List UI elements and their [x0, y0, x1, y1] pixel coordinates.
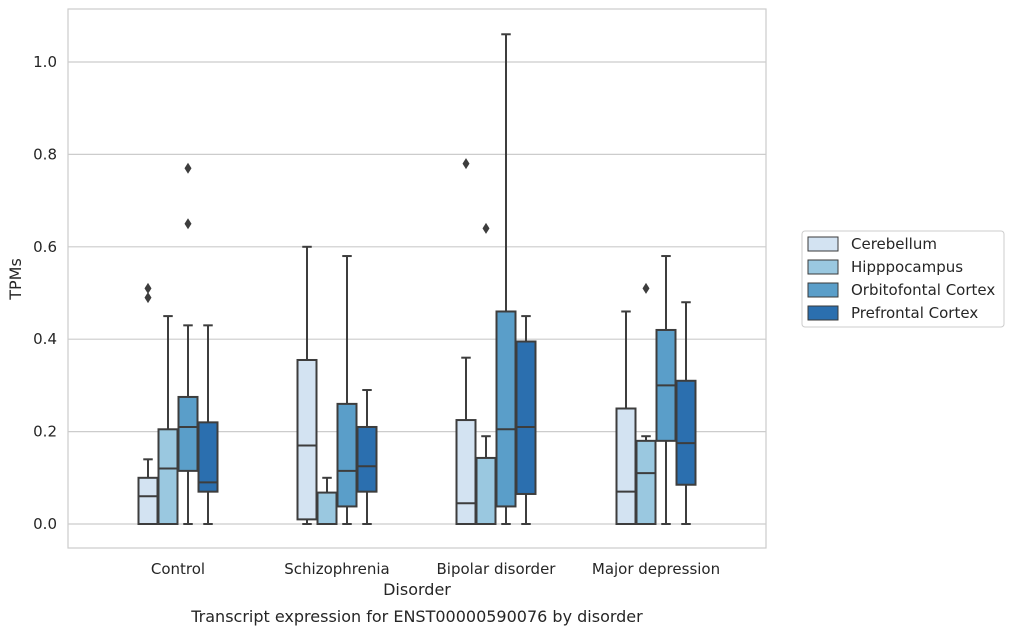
- legend-label-hippocampus: Hipppocampus: [851, 258, 963, 276]
- box-iqr: [296, 358, 318, 521]
- legend-label-cerebellum: Cerebellum: [851, 235, 937, 253]
- y-tick-label: 0.8: [33, 145, 57, 163]
- legend-label-orbitofrontal: Orbitofontal Cortex: [851, 281, 995, 299]
- y-tick-label: 0.2: [33, 423, 57, 441]
- x-axis-label: Disorder: [383, 580, 451, 599]
- outlier-point: [642, 282, 650, 294]
- outlier-point: [462, 158, 470, 170]
- box-hipppocampus-2: [475, 222, 497, 525]
- outlier-point: [144, 292, 152, 304]
- box-iqr: [675, 379, 697, 486]
- x-tick-label: Major depression: [592, 560, 720, 578]
- box-iqr: [316, 491, 338, 526]
- box-iqr: [475, 456, 497, 525]
- legend-frame: [801, 230, 1005, 328]
- legend-swatch-prefrontal: [807, 305, 839, 321]
- box-iqr: [455, 419, 477, 525]
- y-tick-labels: 0.0 0.2 0.4 0.6 0.8 1.0: [33, 53, 57, 533]
- box-iqr: [635, 439, 657, 525]
- y-tick-label: 0.6: [33, 238, 57, 256]
- legend-label-prefrontal: Prefrontal Cortex: [851, 304, 978, 322]
- box-iqr: [356, 425, 378, 493]
- x-tick-label: Bipolar disorder: [437, 560, 557, 578]
- outlier-point: [482, 222, 490, 234]
- box-prefrontal-cortex-0: [197, 324, 219, 525]
- box-prefrontal-cortex-1: [356, 389, 378, 525]
- outlier-point: [144, 282, 152, 294]
- box-hipppocampus-3: [635, 282, 657, 525]
- box-hipppocampus-0: [157, 315, 179, 526]
- outlier-point: [184, 218, 192, 230]
- box-iqr: [137, 476, 159, 525]
- box-prefrontal-cortex-2: [515, 315, 537, 525]
- box-orbitofontal-cortex-1: [336, 255, 358, 525]
- box-cerebellum-2: [455, 158, 477, 525]
- y-tick-label: 0.4: [33, 330, 57, 348]
- box-prefrontal-cortex-3: [675, 301, 697, 525]
- chart-caption: Transcript expression for ENST0000059007…: [190, 607, 643, 626]
- box-cerebellum-3: [615, 310, 637, 525]
- legend-swatch-orbitofrontal: [807, 282, 839, 298]
- box-iqr: [615, 407, 637, 525]
- box-iqr: [157, 428, 179, 526]
- box-iqr: [336, 402, 358, 508]
- x-tick-labels: Control Schizophrenia Bipolar disorder Majo…: [151, 560, 720, 578]
- boxes-layer: [137, 33, 697, 526]
- box-cerebellum-0: [137, 282, 159, 525]
- legend-swatch-hippocampus: [807, 259, 839, 275]
- legend: Cerebellum Hipppocampus Orbitofontal Cor…: [801, 230, 1005, 328]
- legend-swatch-cerebellum: [807, 236, 839, 252]
- box-iqr: [495, 310, 517, 508]
- box-iqr: [177, 395, 199, 472]
- x-tick-label: Control: [151, 560, 205, 578]
- y-axis-label: TPMs: [6, 258, 25, 301]
- y-tick-label: 0.0: [33, 515, 57, 533]
- box-cerebellum-1: [296, 245, 318, 525]
- box-iqr: [197, 421, 219, 493]
- outlier-point: [184, 162, 192, 174]
- box-orbitofontal-cortex-3: [655, 255, 677, 525]
- box-iqr: [515, 340, 537, 495]
- y-tick-label: 1.0: [33, 53, 57, 71]
- x-tick-label: Schizophrenia: [284, 560, 389, 578]
- box-hipppocampus-1: [316, 476, 338, 526]
